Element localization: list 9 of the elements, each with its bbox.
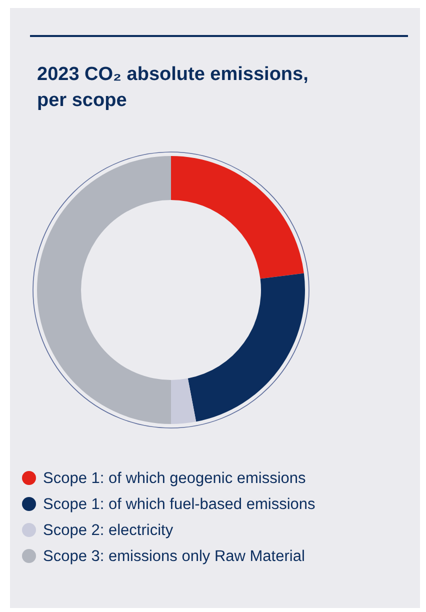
legend-label: Scope 1: of which geogenic emissions bbox=[43, 470, 306, 487]
chart-title: 2023 CO₂ absolute emissions, per scope bbox=[37, 64, 308, 111]
legend-label: Scope 3: emissions only Raw Material bbox=[43, 548, 305, 565]
donut-slice bbox=[188, 273, 305, 422]
donut-slice bbox=[37, 156, 171, 424]
donut-slice bbox=[171, 378, 196, 424]
legend-label: Scope 1: of which fuel-based emissions bbox=[43, 496, 316, 513]
legend-label: Scope 2: electricity bbox=[43, 522, 174, 539]
donut-slice bbox=[171, 156, 304, 279]
